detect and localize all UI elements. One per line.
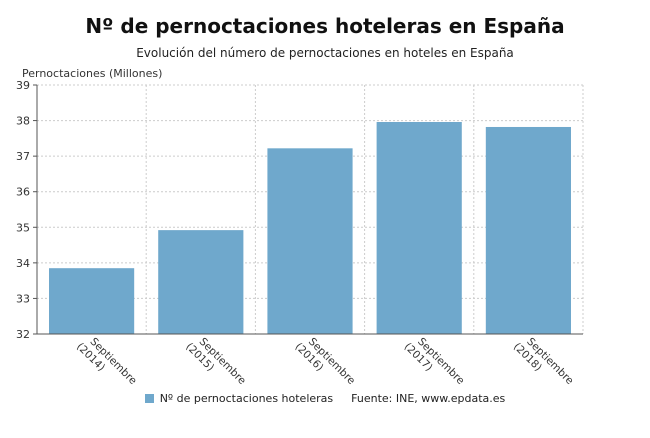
- bar-5: [485, 126, 571, 334]
- y-tick-label: 33: [16, 292, 30, 305]
- svg-text:Septiembre(2014): Septiembre(2014): [74, 331, 139, 396]
- y-tick-label: 34: [16, 257, 30, 270]
- chart-title: Nº de pernoctaciones hoteleras en España: [85, 14, 565, 38]
- svg-text:Septiembre(2018): Septiembre(2018): [511, 331, 576, 396]
- svg-text:Septiembre(2017): Septiembre(2017): [402, 331, 467, 396]
- chart-subtitle: Evolución del número de pernoctaciones e…: [136, 46, 514, 60]
- legend-series-label: Nº de pernoctaciones hoteleras: [159, 392, 334, 405]
- y-tick-label: 36: [16, 186, 30, 199]
- y-tick-label: 37: [16, 150, 30, 163]
- x-tick-label: Septiembre(2016): [292, 331, 357, 396]
- x-tick-label: Septiembre(2015): [183, 331, 248, 396]
- bar-3: [267, 148, 353, 334]
- x-tick-label: Septiembre(2017): [402, 331, 467, 396]
- legend-swatch: [144, 394, 154, 403]
- y-tick-label: 39: [16, 79, 30, 92]
- y-axis-label: Pernoctaciones (Millones): [22, 67, 163, 80]
- source-credit: Fuente: INE, www.epdata.es: [351, 392, 506, 405]
- svg-text:Septiembre(2016): Septiembre(2016): [292, 331, 357, 396]
- x-tick-label: Septiembre(2018): [511, 331, 576, 396]
- y-tick-label: 35: [16, 221, 30, 234]
- x-tick-label: Septiembre(2014): [74, 331, 139, 396]
- svg-text:Septiembre(2015): Septiembre(2015): [183, 331, 248, 396]
- bar-2: [158, 230, 244, 334]
- y-tick-label: 38: [16, 115, 30, 128]
- legend: Nº de pernoctaciones hoteleras Fuente: IN…: [0, 392, 650, 405]
- bar-4: [376, 121, 462, 334]
- bar-1: [49, 268, 135, 334]
- y-tick-label: 32: [16, 328, 30, 341]
